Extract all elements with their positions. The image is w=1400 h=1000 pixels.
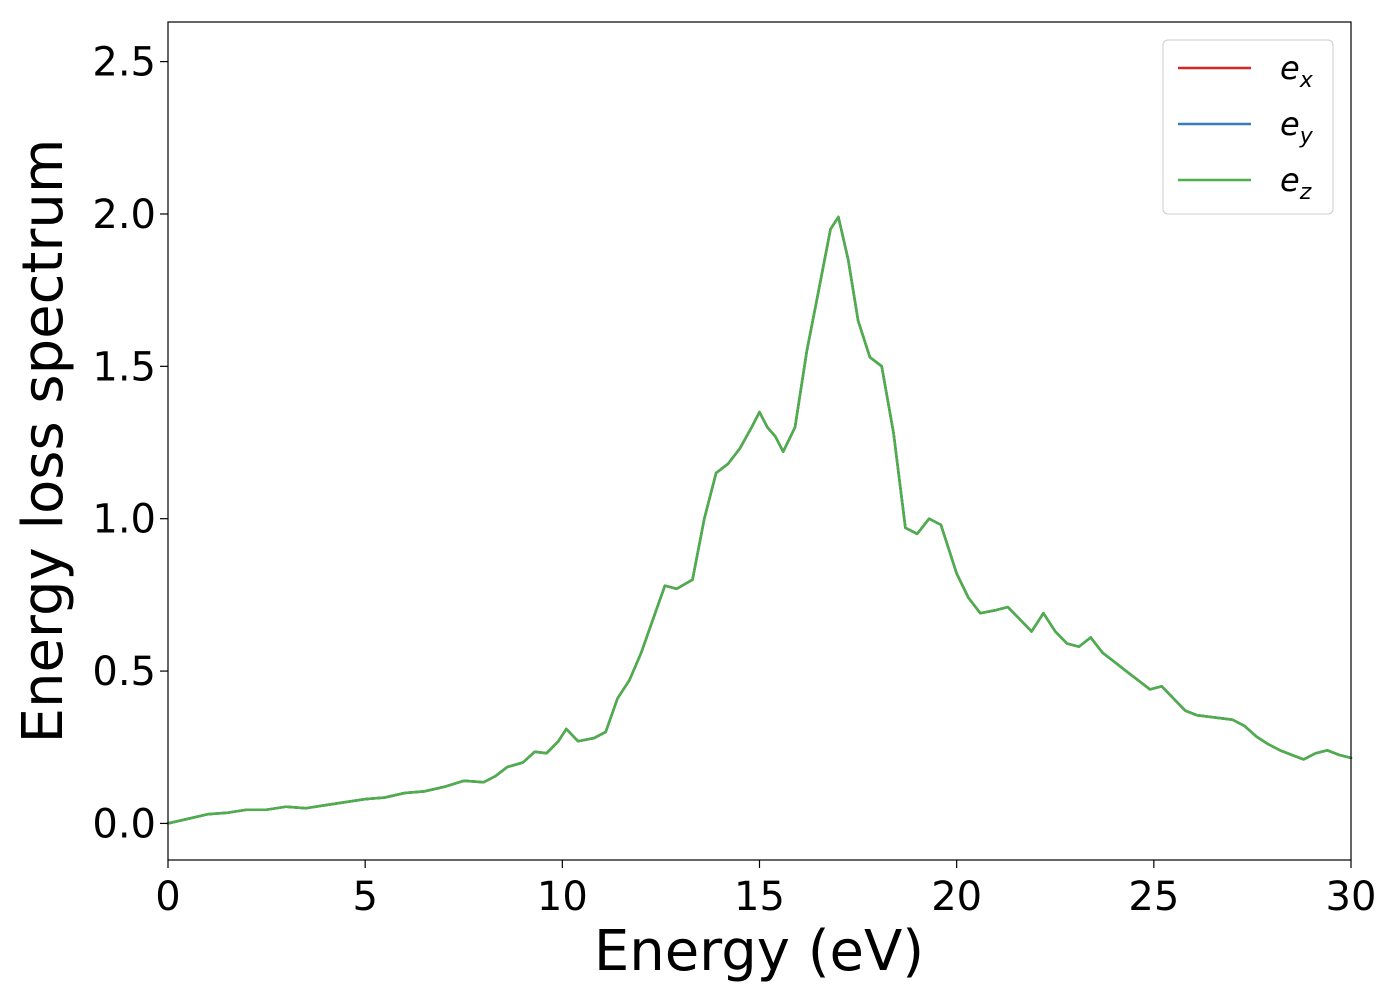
y-tick-label: 0.0: [92, 801, 156, 847]
legend-label-ez: ez: [1280, 161, 1312, 205]
y-tick-label: 2.0: [92, 192, 156, 238]
x-tick-label: 30: [1326, 874, 1377, 920]
legend-label-ex: ex: [1280, 49, 1314, 93]
x-tick-label: 25: [1128, 874, 1179, 920]
x-tick-label: 10: [537, 874, 588, 920]
x-axis-ticks: 0 5 10 15 20 25 30: [155, 860, 1376, 920]
y-tick-label: 1.5: [92, 344, 156, 390]
y-tick-label: 2.5: [92, 40, 156, 86]
x-tick-label: 5: [352, 874, 377, 920]
legend: ex ey ez: [1162, 39, 1334, 215]
series-layer: [166, 215, 1353, 825]
y-axis-label: Energy loss spectrum: [11, 139, 76, 744]
plot-background: [168, 22, 1351, 860]
y-axis-ticks: 0.0 0.5 1.0 1.5 2.0 2.5: [92, 40, 168, 847]
x-tick-label: 0: [155, 874, 180, 920]
x-axis-label: Energy (eV): [594, 919, 924, 984]
y-tick-label: 1.0: [92, 497, 156, 543]
y-tick-label: 0.5: [92, 649, 156, 695]
legend-label-ey: ey: [1280, 105, 1314, 149]
legend-box: [1162, 39, 1334, 215]
series-line-ez: [166, 215, 1353, 825]
x-tick-label: 20: [931, 874, 982, 920]
x-tick-label: 15: [734, 874, 785, 920]
